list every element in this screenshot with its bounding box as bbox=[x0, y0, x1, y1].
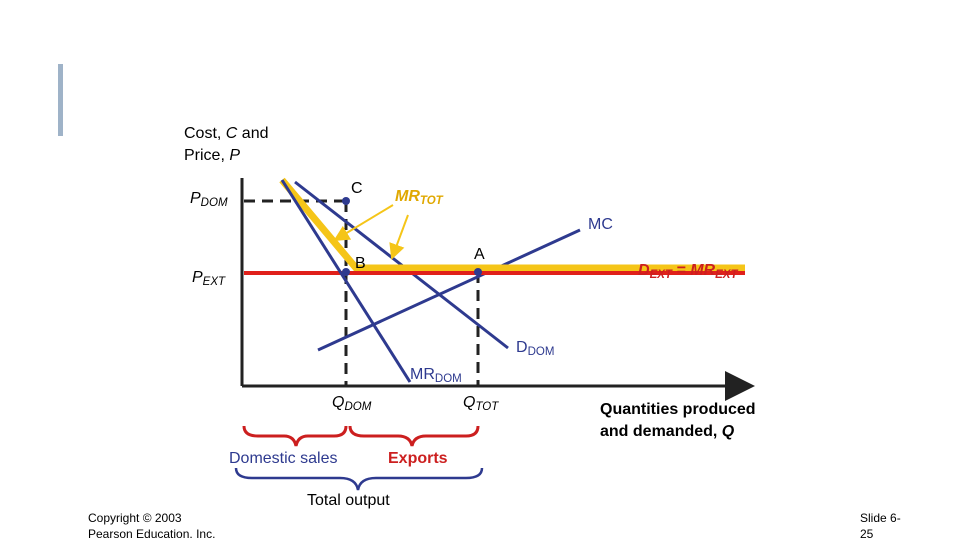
q-tot-label: QTOT bbox=[463, 394, 499, 413]
exports-brace bbox=[348, 425, 480, 447]
domestic-sales-brace bbox=[242, 425, 348, 447]
mc-label: MC bbox=[588, 216, 613, 233]
mr-tot-arrow-2 bbox=[389, 214, 409, 260]
total-output-label: Total output bbox=[307, 492, 390, 509]
point-c-label: C bbox=[351, 180, 363, 197]
title-accent-bar bbox=[58, 64, 63, 136]
mr-tot-highlight bbox=[279, 177, 745, 272]
point-a-label: A bbox=[474, 246, 485, 263]
point-b-dot bbox=[342, 268, 350, 276]
mr-dom-curve bbox=[280, 179, 412, 383]
mr-tot-arrow-1 bbox=[333, 204, 394, 242]
domestic-sales-label: Domestic sales bbox=[229, 450, 338, 467]
point-c-dot bbox=[342, 197, 350, 205]
p-dom-label: PDOM bbox=[190, 190, 228, 209]
p-ext-label: PEXT bbox=[192, 269, 226, 288]
copyright: Copyright © 2003 Pearson Education. Inc. bbox=[88, 511, 216, 541]
mr-tot-label: MRTOT bbox=[395, 188, 443, 207]
mc-curve bbox=[317, 228, 581, 352]
total-output-brace bbox=[234, 467, 484, 491]
mr-dom-label: MRDOM bbox=[410, 366, 462, 385]
exports-label: Exports bbox=[388, 450, 448, 467]
d-ext-label: DEXT = MREXT bbox=[638, 262, 738, 281]
slide-number: Slide 6- 25 bbox=[860, 511, 901, 541]
q-dom-label: QDOM bbox=[332, 394, 372, 413]
point-b-label: B bbox=[355, 255, 366, 272]
point-a-dot bbox=[474, 268, 482, 276]
x-axis-label: Quantities produced and demanded, Q bbox=[600, 401, 756, 440]
d-dom-label: DDOM bbox=[516, 339, 555, 358]
y-axis-label: Cost, C and Price, P bbox=[184, 125, 269, 164]
